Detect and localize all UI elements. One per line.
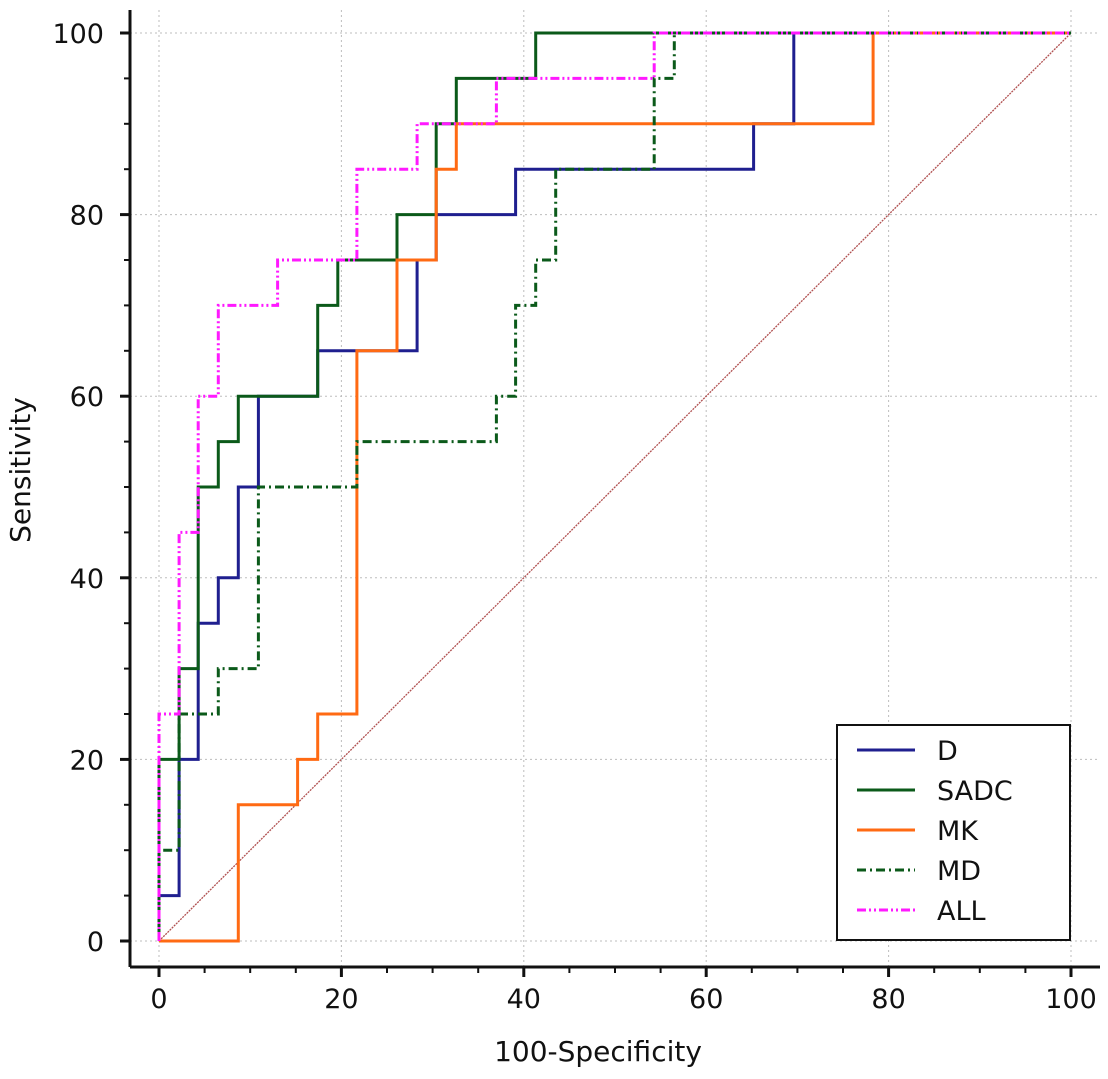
y-tick-label: 0 xyxy=(87,927,104,958)
x-tick-label: 40 xyxy=(507,984,541,1015)
y-axis-title: Sensitivity xyxy=(4,397,37,543)
reference-line xyxy=(158,32,1072,942)
y-tick-label: 80 xyxy=(70,201,104,232)
x-tick-label: 60 xyxy=(689,984,723,1015)
legend-items: D SADC MK MD ALL xyxy=(857,736,1013,927)
y-tick-label: 100 xyxy=(52,19,104,50)
x-tick-label: 80 xyxy=(871,984,905,1015)
legend-label-sadc: SADC xyxy=(937,776,1013,807)
series-line-sadc xyxy=(157,31,1071,941)
x-tick-label: 0 xyxy=(150,984,167,1015)
reference-line-group xyxy=(158,32,1072,942)
legend-label-md: MD xyxy=(937,856,981,887)
series-line-md xyxy=(157,31,1071,941)
series-line-mk xyxy=(159,31,1071,943)
x-axis-title: 100-Specificity xyxy=(494,1035,702,1068)
series-line-all xyxy=(157,31,1071,941)
y-tick-label: 20 xyxy=(70,745,104,776)
y-tick-label: 40 xyxy=(70,564,104,595)
series-group xyxy=(157,31,1071,943)
legend-label-d: D xyxy=(937,736,958,767)
legend: D SADC MK MD ALL xyxy=(836,724,1071,941)
legend-box xyxy=(836,724,1071,941)
x-tick-label: 20 xyxy=(324,984,358,1015)
legend-label-mk: MK xyxy=(937,816,979,847)
y-tick-label: 60 xyxy=(70,382,104,413)
ticks: 0 20 40 60 80 100 0 20 40 60 80 100 xyxy=(52,19,1096,1015)
x-tick-label: 100 xyxy=(1045,984,1097,1015)
legend-label-all: ALL xyxy=(937,896,986,927)
